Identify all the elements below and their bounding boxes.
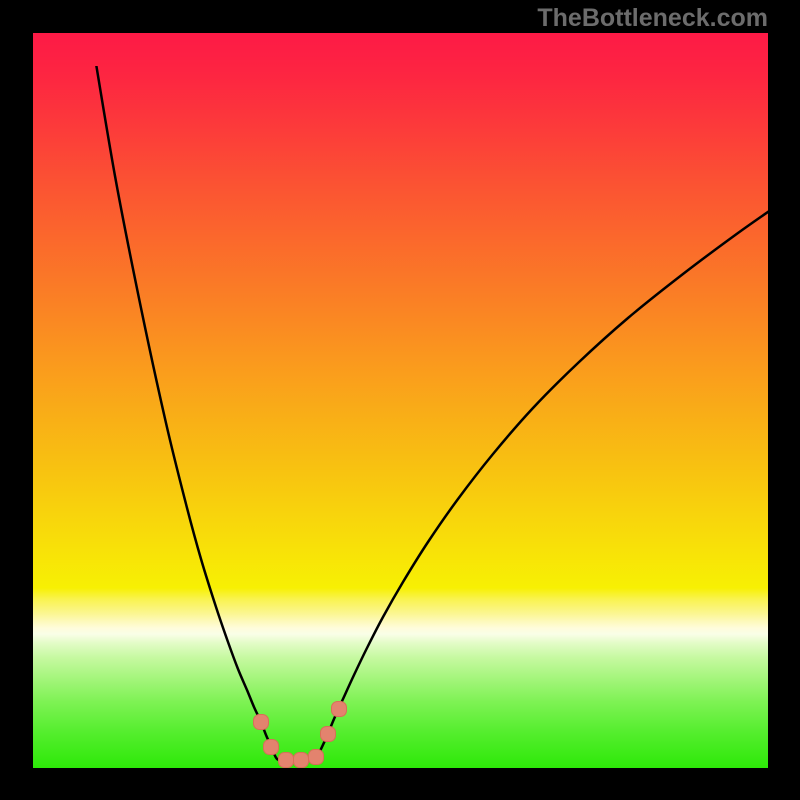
bottleneck-chart: TheBottleneck.com xyxy=(0,0,800,800)
watermark-text: TheBottleneck.com xyxy=(537,4,768,33)
data-marker xyxy=(254,715,269,730)
data-marker xyxy=(321,727,336,742)
data-marker xyxy=(279,753,294,768)
chart-svg xyxy=(0,0,800,800)
data-marker xyxy=(264,740,279,755)
data-marker xyxy=(332,702,347,717)
plot-background xyxy=(33,33,768,768)
data-marker xyxy=(309,750,324,765)
data-marker xyxy=(294,753,309,768)
